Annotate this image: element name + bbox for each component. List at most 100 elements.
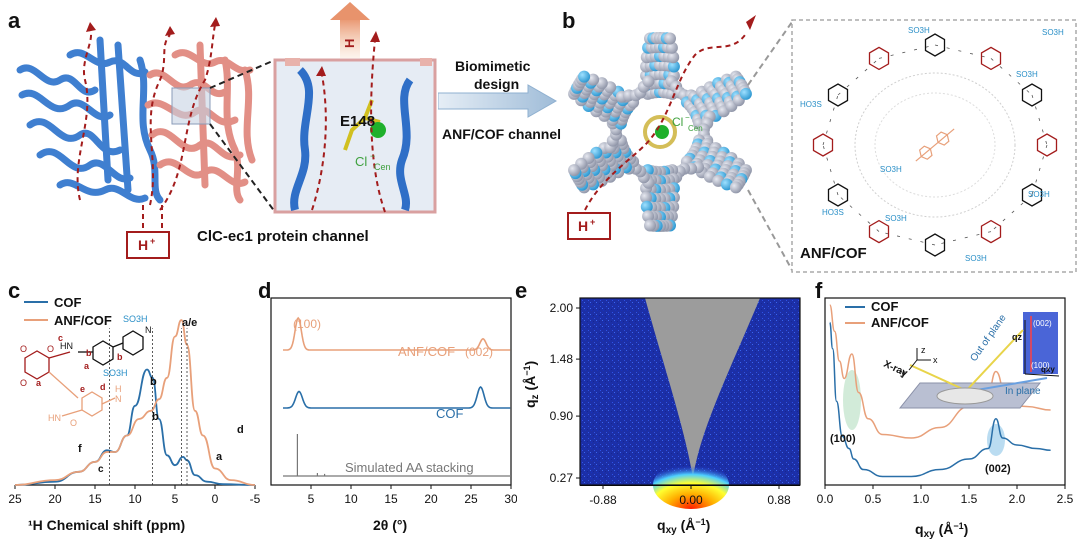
up-arrow-hplus: H — [342, 39, 357, 48]
e-xlabel-unit: (Å — [677, 517, 696, 533]
panel-f-chart: 0.0 0.5 1.0 1.5 2.0 2.5 COF ANF/COF z x y X-r… — [817, 297, 1074, 540]
hplus-box-b — [567, 212, 611, 240]
structure-ring-unit — [1021, 83, 1043, 107]
e-xtick-label: -0.88 — [589, 493, 617, 507]
structure-ring-unit — [868, 46, 890, 71]
so3h-label-5: SO3H — [885, 214, 907, 223]
so3h-label-3: SO3H — [1028, 190, 1050, 199]
c-xtick-label: 15 — [88, 492, 102, 506]
f-xlabel-unit: (Å — [935, 521, 954, 537]
svg-text:qxy (Å−1): qxy (Å−1) — [915, 521, 968, 540]
so3h-label-4: SO3H — [965, 254, 987, 263]
f-peak-100: (100) — [830, 433, 856, 445]
c-xtick-label: 20 — [48, 492, 62, 506]
panel-letter-a: a — [8, 8, 21, 33]
so3h-label-1: SO3H — [1042, 28, 1064, 37]
f-inset-100: (100) — [1031, 361, 1050, 370]
c-o-3: O — [47, 344, 54, 354]
d-label-anf-cof: ANF/COF — [398, 344, 455, 359]
legend-c-cof: COF — [54, 295, 82, 310]
e148-residue — [343, 99, 381, 151]
e-ylabel-close: ) — [522, 361, 538, 366]
f-inset-z: z — [921, 345, 926, 355]
f-inset-002: (002) — [1033, 319, 1052, 328]
structure-ring-unit — [827, 183, 849, 207]
d-cof-trace — [283, 386, 511, 409]
panel-letter-f: f — [815, 278, 823, 303]
framework-atom — [578, 70, 591, 83]
f-xtick-label: 1.0 — [913, 492, 930, 506]
c-o-2: O — [20, 378, 27, 388]
panel-b-illustration: Cl − Cen H + SO3H SO3H SO3H SO3H SO3H SO… — [567, 15, 1077, 273]
structure-link — [1031, 94, 1048, 146]
f-xlabel-close: ) — [964, 521, 969, 537]
framework-atom — [667, 51, 680, 64]
cl-cen-b-sup: − — [685, 113, 690, 122]
c-n-2: N — [115, 394, 122, 404]
f-inset-xray: X-ray — [882, 359, 910, 380]
d-xtick-label: 30 — [504, 492, 517, 506]
c-h: H — [115, 384, 122, 394]
f-xlabel: q — [915, 521, 924, 537]
framework-atom — [640, 200, 653, 213]
framework-atom — [665, 41, 678, 54]
e-ylabel: q — [522, 399, 538, 408]
c-peak-b-1: b — [150, 376, 157, 388]
c-structure-sketch — [24, 330, 144, 417]
chloride-ion — [370, 122, 386, 138]
panel-letter-b: b — [562, 8, 576, 33]
panel-a-caption: ClC-ec1 protein channel — [197, 228, 369, 245]
c-hn-1: HN — [60, 341, 73, 351]
cl-cen-a-sub: Cen — [374, 162, 391, 172]
f-inset-in-plane: In plane — [1005, 386, 1041, 397]
c-label-c: c — [58, 333, 63, 343]
f-xlabel-unit-sup: −1 — [953, 521, 963, 531]
framework-atom — [642, 210, 655, 223]
e-xlabel-unit-sup: −1 — [695, 517, 705, 527]
structure-ring-unit — [980, 219, 1002, 244]
e-ylabel-sub: z — [530, 394, 541, 399]
cl-cen-b-label: Cl — [672, 115, 683, 129]
cl-cen-b-sub: Cen — [688, 124, 703, 133]
d-label-cof: COF — [436, 406, 464, 421]
cof-framework — [568, 32, 752, 232]
structure-ring-unit — [812, 133, 834, 157]
d-xtick-label: 5 — [308, 492, 315, 506]
structure-ring-unit — [1021, 183, 1043, 207]
d-anf-cof-trace — [283, 316, 511, 351]
hplus-b-label: H — [578, 218, 588, 234]
structure-ring-unit — [868, 219, 890, 244]
f-inset-y: y — [901, 368, 906, 378]
biomimetic-label-line3: ANF/COF channel — [442, 126, 562, 142]
e-ytick-label: 1.48 — [550, 352, 574, 366]
protein-blue-domain — [16, 36, 164, 204]
biomimetic-arrow — [438, 84, 558, 118]
c-n: N — [145, 325, 152, 335]
cl-cen-a-sup: − — [370, 151, 375, 161]
framework-atom — [729, 181, 742, 194]
panel-d-chart: 5 10 15 20 25 30 ANF/COF COF Simulated AA sta… — [270, 297, 517, 533]
framework-atom — [640, 191, 653, 204]
e-xlabel-close: ) — [706, 517, 711, 533]
e-ylabel-unit-sup: −1 — [522, 366, 532, 376]
d-xtick-label: 15 — [384, 492, 398, 506]
legend-f-cof: COF — [871, 299, 899, 314]
so3h-label-7: SO3H — [908, 26, 930, 35]
f-anf-cof-trace — [829, 304, 1051, 439]
d-peak-002: (002) — [465, 345, 493, 359]
cof-nmr-trace — [14, 368, 256, 486]
e-xlabel-sub: xy — [666, 525, 678, 536]
anf-cof-nmr-trace — [14, 319, 256, 486]
c-label-b-1: b — [86, 348, 92, 358]
structure-ring-unit — [924, 233, 946, 257]
f-xtick-label: 2.0 — [1009, 492, 1026, 506]
d-xlabel: 2θ (°) — [373, 517, 407, 533]
c-o-1: O — [20, 344, 27, 354]
panel-c-chart: 25 20 15 10 5 0 -5 COF ANF/COF SO3H N HN c a b… — [8, 295, 261, 533]
f-xlabel-sub: xy — [924, 529, 936, 540]
f-inset-schematic — [898, 312, 1060, 409]
e-xtick-label: 0.00 — [679, 493, 703, 507]
f-inset-qxy: qxy — [1041, 365, 1055, 374]
c-xtick-label: -5 — [250, 492, 261, 506]
c-peak-a: a — [216, 451, 223, 463]
